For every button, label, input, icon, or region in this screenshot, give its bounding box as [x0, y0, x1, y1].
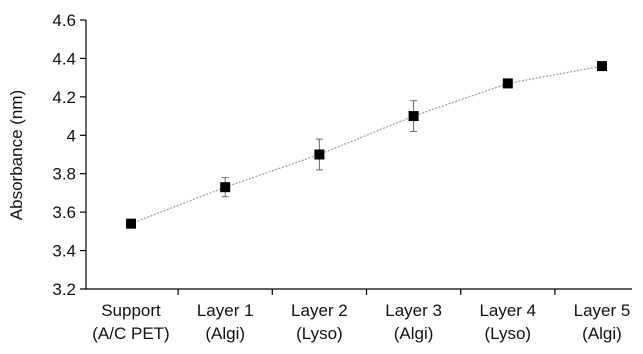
series-line: [130, 65, 603, 225]
x-tick-label-line: (Algi): [205, 324, 245, 343]
y-tick-label: 3.8: [52, 165, 76, 184]
y-tick-label: 4.6: [52, 11, 76, 30]
errorbar-layer: [127, 61, 606, 227]
x-tick-label: Layer 4 (Lyso): [479, 301, 536, 343]
x-tick-label: Layer 5 (Algi): [574, 301, 631, 343]
x-tick-label-line: Layer 5: [574, 301, 631, 320]
x-tick-label: Layer 1 (Algi): [197, 301, 254, 343]
y-tick-label: 3.6: [52, 203, 76, 222]
data-point-marker: [408, 111, 419, 122]
x-tick-label-line: Layer 3: [385, 301, 442, 320]
x-tick-label-line: (Algi): [394, 324, 434, 343]
data-point-marker: [597, 61, 607, 72]
markers-layer: [126, 61, 607, 229]
x-tick-label-line: Support: [101, 301, 161, 320]
x-tick-label-line: (Lyso): [296, 324, 343, 343]
x-tick-label-line: Layer 2: [291, 301, 348, 320]
y-tick-label: 4.2: [52, 88, 76, 107]
x-tick-label: Layer 2 (Lyso): [291, 301, 348, 343]
data-point-marker: [220, 182, 231, 193]
ticks-layer: 3.2 3.4 3.6 3.8 4 4.2 4.4 4.6 Support (A/C PET) La…: [52, 11, 630, 343]
y-tick-label: 4: [67, 126, 76, 145]
x-tick-label-line: (A/C PET): [92, 324, 169, 343]
x-tick-label: Layer 3 (Algi): [385, 301, 442, 343]
data-point-marker: [502, 78, 513, 89]
data-point-marker: [126, 218, 136, 229]
axes-layer: [85, 20, 632, 290]
x-tick-label: Support (A/C PET): [92, 301, 169, 343]
y-tick-label: 3.4: [52, 242, 76, 261]
x-tick-label-line: (Lyso): [484, 324, 531, 343]
data-point-marker: [314, 149, 325, 160]
x-tick-label-line: (Algi): [582, 324, 622, 343]
y-tick-label: 4.4: [52, 49, 76, 68]
y-axis-label: Absorbance (nm): [7, 90, 26, 220]
x-tick-label-line: Layer 4: [479, 301, 536, 320]
y-tick-label: 3.2: [52, 280, 76, 299]
x-tick-label-line: Layer 1: [197, 301, 254, 320]
series-layer: [130, 65, 603, 225]
